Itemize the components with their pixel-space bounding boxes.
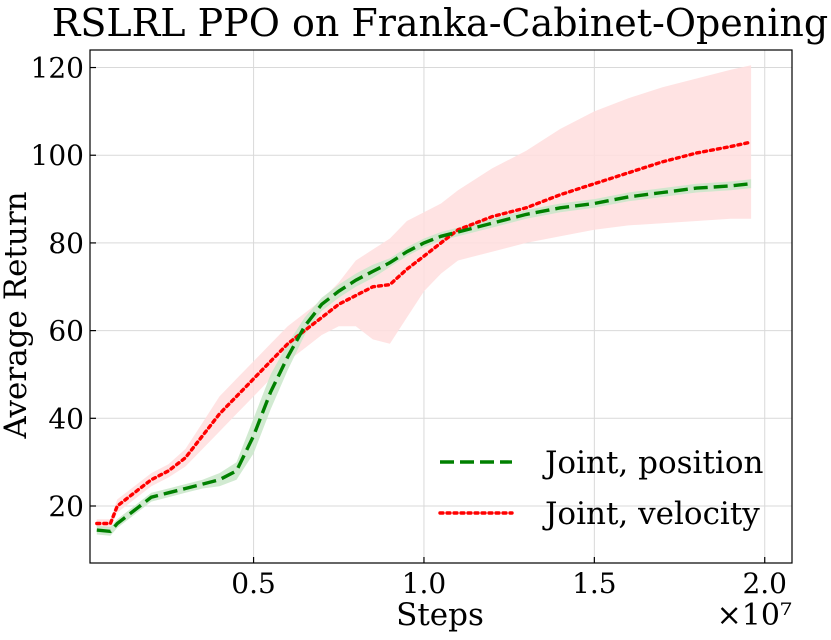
y-axis-label: Average Return	[0, 191, 34, 439]
x-tick-label: 1.0	[402, 567, 447, 600]
series-line	[95, 140, 753, 526]
y-tick-label: 40	[48, 402, 84, 435]
confidence-band	[96, 65, 752, 528]
confidence-bands	[96, 65, 752, 536]
x-tick-label: 2.0	[742, 567, 787, 600]
series-lines	[95, 140, 753, 534]
y-tick-label: 120	[31, 52, 84, 85]
y-tick-label: 20	[48, 490, 84, 523]
y-tick-label: 60	[48, 315, 84, 348]
x-tick-label: 0.5	[231, 567, 276, 600]
y-tick-label: 100	[31, 139, 84, 172]
series-line	[96, 182, 752, 534]
legend: Joint, position Joint, velocity	[438, 445, 764, 532]
chart-title: RSLRL PPO on Franka-Cabinet-Opening	[52, 1, 828, 45]
legend-label: Joint, position	[542, 445, 764, 481]
x-axis-label: Steps	[396, 597, 484, 633]
plot-frame	[89, 49, 793, 564]
x-axis-scale-label: ×10⁷	[717, 598, 792, 633]
x-tick-label: 1.5	[572, 567, 617, 600]
axis-ticks: 0.5 1.0 1.5 2.0 20 40 60 80 100 120	[31, 52, 787, 600]
y-tick-label: 80	[48, 227, 84, 260]
legend-label: Joint, velocity	[542, 496, 760, 532]
